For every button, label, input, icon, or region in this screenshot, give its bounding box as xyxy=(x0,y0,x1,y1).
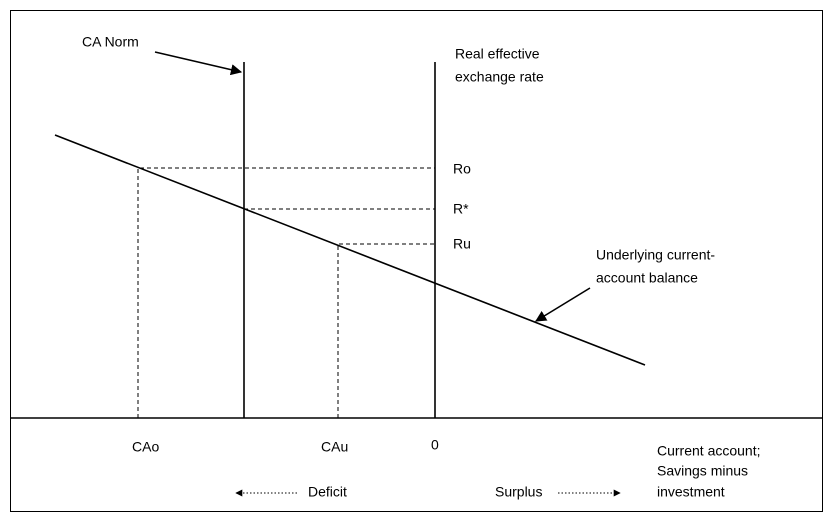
surplus-label: Surplus xyxy=(495,484,542,500)
x-axis-label: Current account; xyxy=(657,443,761,459)
underlying-label: Underlying current- xyxy=(596,247,715,263)
zero-label: 0 xyxy=(431,437,439,453)
x-axis-label: Savings minus xyxy=(657,463,748,479)
r-star-label: R* xyxy=(453,201,469,217)
frame xyxy=(10,10,823,512)
ro-label: Ro xyxy=(453,161,471,177)
ca-norm-label: CA Norm xyxy=(82,34,139,50)
reer-label: Real effective xyxy=(455,46,540,62)
reer-label: exchange rate xyxy=(455,69,544,85)
ru-guide xyxy=(337,243,435,418)
deficit-label: Deficit xyxy=(308,484,347,500)
underlying-arrow xyxy=(535,287,591,322)
underlying-label: account balance xyxy=(596,270,698,286)
ro-guide xyxy=(137,167,435,418)
cau-label: CAu xyxy=(321,439,348,455)
x-axis-label: investment xyxy=(657,484,725,500)
underlying-balance-line xyxy=(54,134,646,366)
ru-label: Ru xyxy=(453,236,471,252)
ca-norm-arrow xyxy=(154,51,243,76)
cao-label: CAo xyxy=(132,439,159,455)
